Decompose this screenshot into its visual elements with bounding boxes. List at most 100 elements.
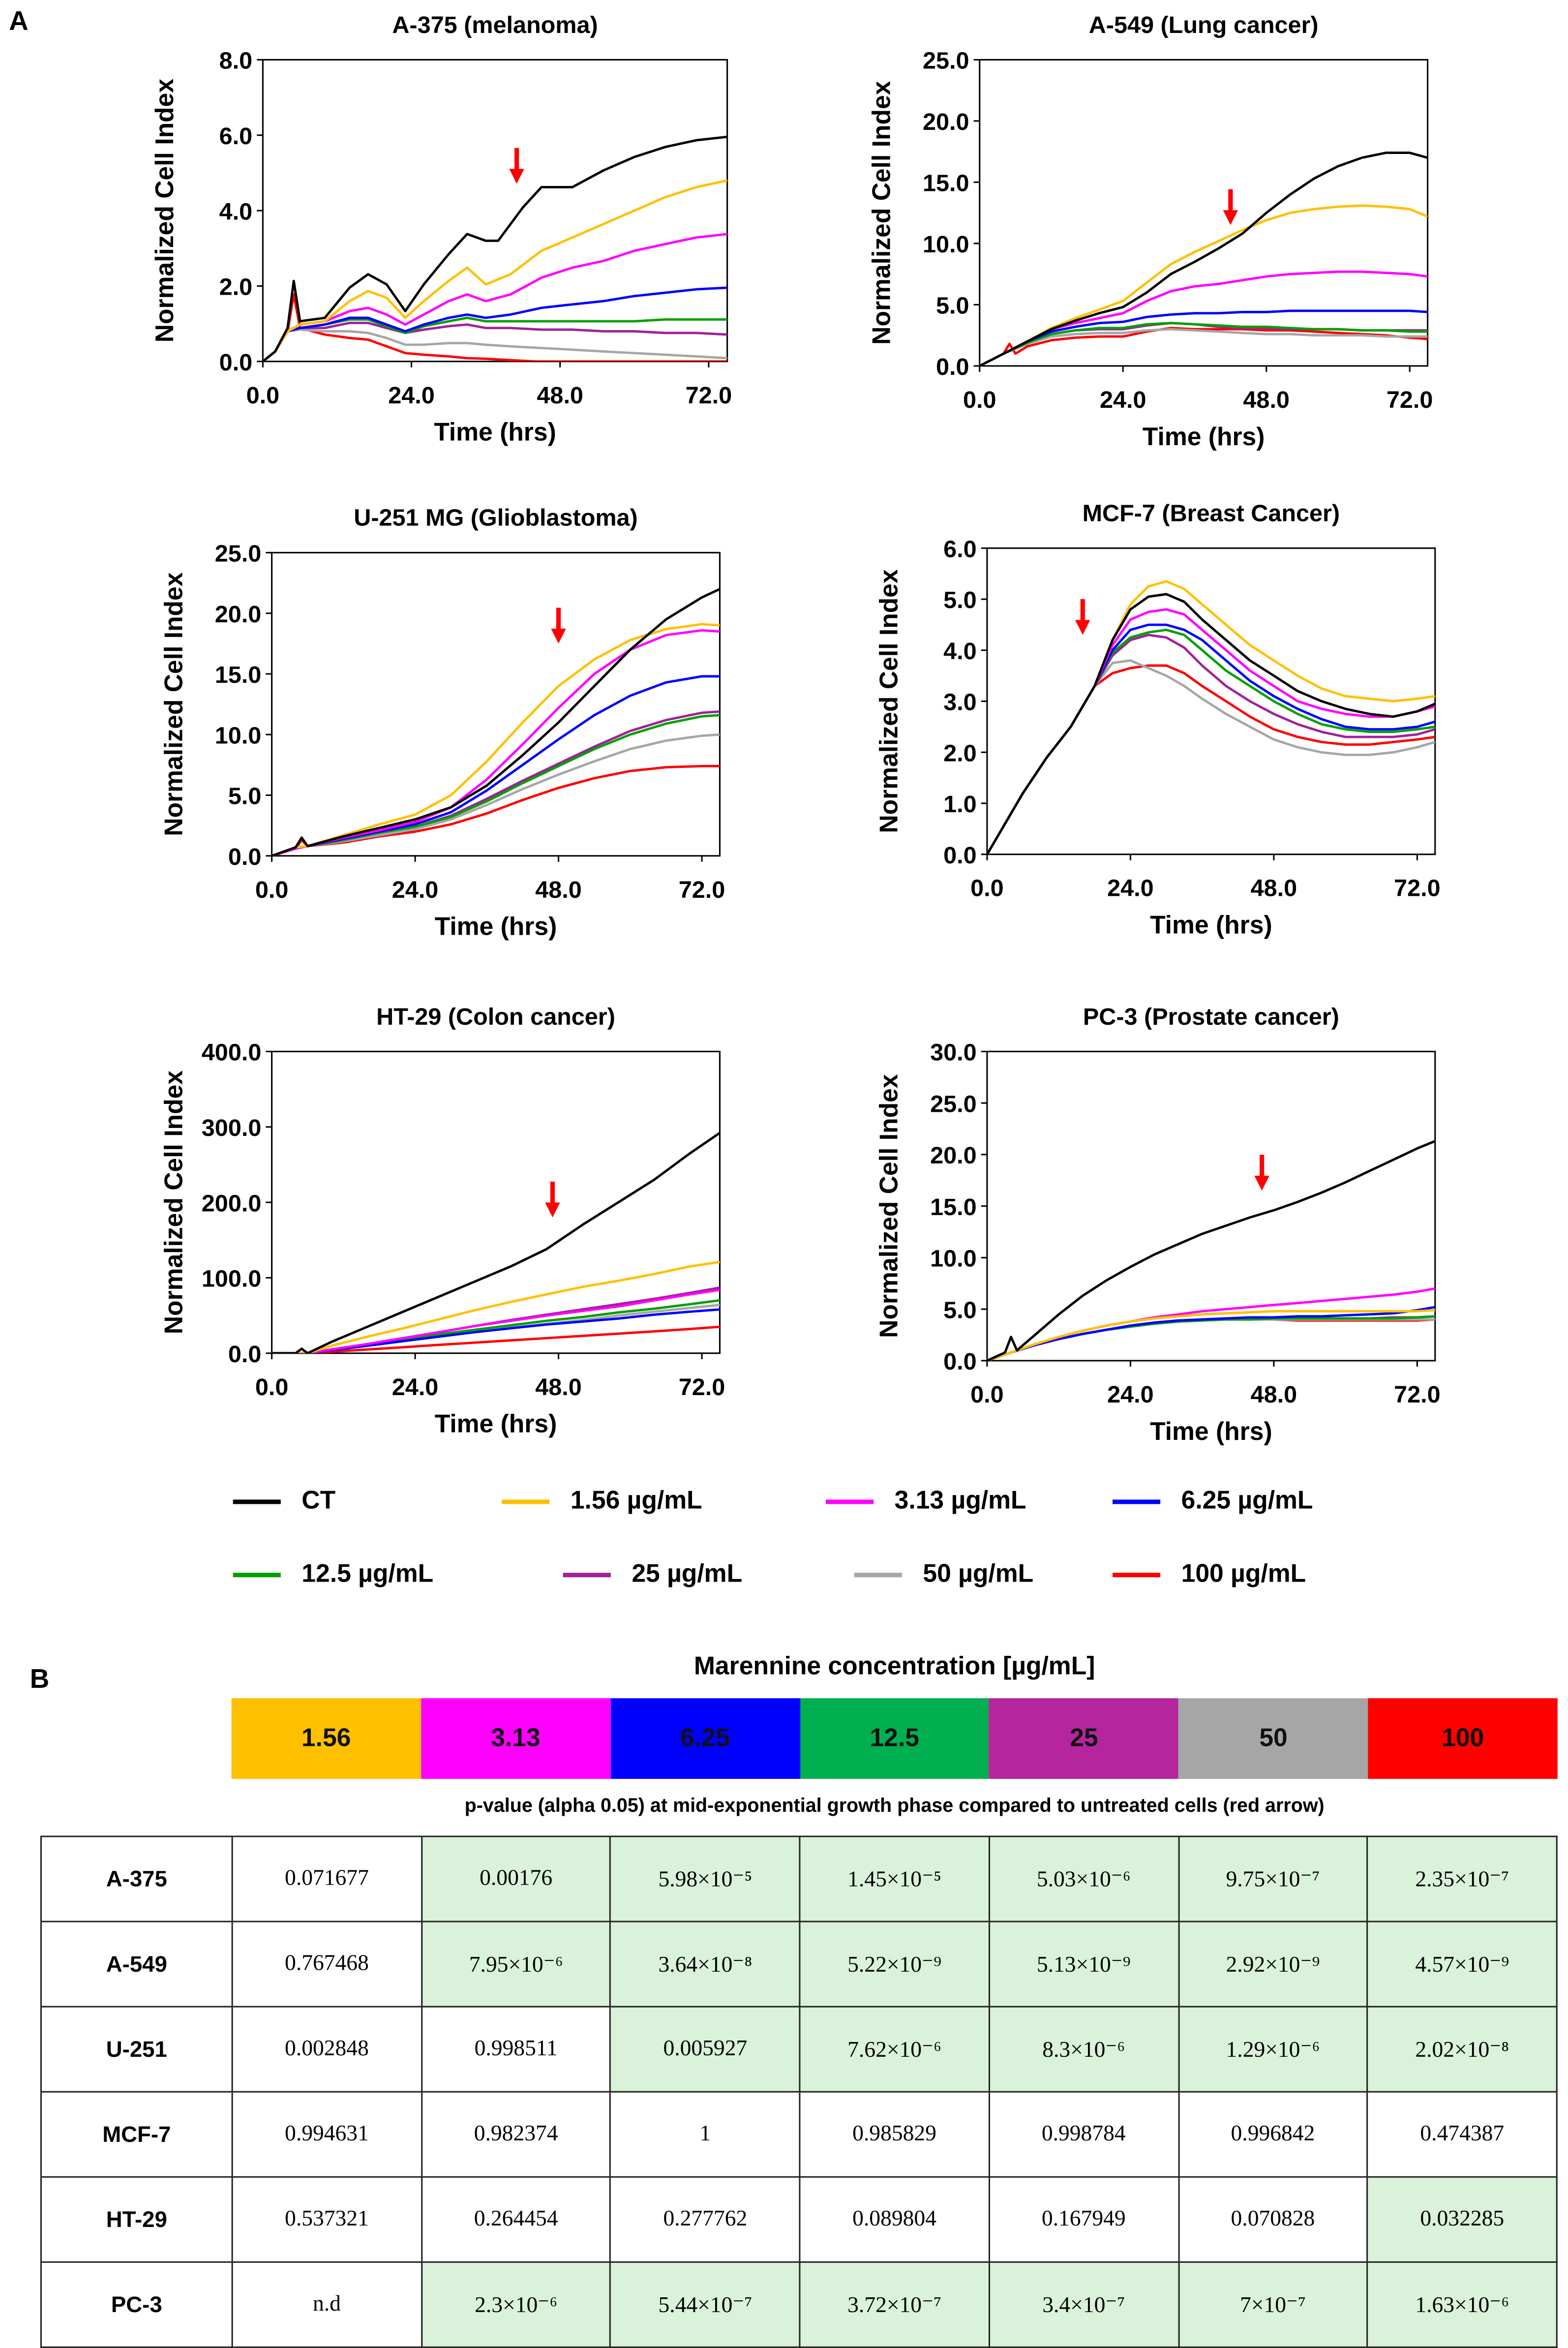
pvalue-cell: 2.92×10⁻⁹ xyxy=(1177,1921,1368,2008)
red-arrow-icon xyxy=(545,1181,560,1218)
series-group xyxy=(979,152,1428,366)
pvalue-cell: 5.44×10⁻⁷ xyxy=(610,2261,801,2348)
x-tick-label: 72.0 xyxy=(1394,875,1441,902)
pvalue-cell: 0.070828 xyxy=(1177,2176,1368,2263)
x-tick-label: 0.0 xyxy=(255,1374,289,1401)
series-line xyxy=(987,593,1435,854)
concentration-cell: 100 xyxy=(1368,1698,1558,1779)
concentration-cell: 50 xyxy=(1178,1698,1368,1779)
plot-frame xyxy=(986,547,1436,855)
y-tick-label: 2.0 xyxy=(943,740,977,766)
series-line xyxy=(979,204,1428,366)
series-line xyxy=(263,293,727,362)
x-tick-label: 24.0 xyxy=(1107,1381,1154,1408)
pvalue-cell: 0.089804 xyxy=(799,2176,990,2263)
pvalue-cell: 4.57×10⁻⁹ xyxy=(1366,1921,1558,2008)
pvalue-cell: 0.071677 xyxy=(231,1835,422,1922)
x-tick-label: 0.0 xyxy=(255,877,289,903)
x-tick-label: 0.0 xyxy=(963,387,996,413)
red-arrow-icon xyxy=(1254,1155,1269,1191)
concentration-cell: 12.5 xyxy=(800,1698,990,1779)
x-tick-label: 0.0 xyxy=(970,875,1004,902)
series-line xyxy=(263,135,727,362)
pvalue-cell: 0.167949 xyxy=(988,2176,1179,2263)
panel-label-b: B xyxy=(30,1664,50,1694)
y-axis-label: Normalized Cell Index xyxy=(150,79,179,343)
pvalue-cell: 2.02×10⁻⁸ xyxy=(1366,2006,1558,2093)
pvalue-cell: 0.982374 xyxy=(421,2091,612,2178)
series-line xyxy=(271,675,720,856)
series-line xyxy=(987,664,1435,854)
legend-swatch xyxy=(1112,1572,1161,1577)
chart-6: PC-3 (Prostate cancer) 0.0 5.0 10.0 15.0 20.0… xyxy=(874,1004,1441,1445)
y-tick-label: 0.0 xyxy=(943,1348,977,1375)
legend-swatch xyxy=(563,1572,611,1577)
series-line xyxy=(987,1140,1435,1361)
red-arrow-icon xyxy=(509,148,524,184)
y-tick-label: 5.0 xyxy=(228,783,262,810)
legend-swatch xyxy=(1112,1498,1161,1503)
pvalue-cell: 0.264454 xyxy=(421,2176,612,2263)
concentration-color-bar: 1.56 3.13 6.25 12.5 25 50 100 xyxy=(231,1698,1558,1779)
y-tick-label: 0.0 xyxy=(219,349,253,376)
table-row: U-251 0.002848 0.998511 0.005927 7.62×10⁻⁶ 8.… xyxy=(40,2006,1558,2093)
y-tick-label: 200.0 xyxy=(202,1190,262,1217)
pvalue-cell: 0.998511 xyxy=(421,2006,612,2093)
pvalue-caption: p-value (alpha 0.05) at mid-exponential … xyxy=(464,1794,1325,1817)
series-group xyxy=(987,580,1435,854)
x-axis-label: Time (hrs) xyxy=(1143,422,1265,451)
chart-title: A-375 (melanoma) xyxy=(392,12,598,38)
pvalue-cell: 9.75×10⁻⁷ xyxy=(1177,1835,1368,1922)
series-line xyxy=(987,1287,1435,1361)
y-tick-label: 2.0 xyxy=(219,274,253,301)
pvalue-cell: n.d xyxy=(231,2261,422,2348)
series-line xyxy=(987,580,1435,854)
pvalue-cell: 0.985829 xyxy=(799,2091,990,2178)
legend-label: 100 µg/mL xyxy=(1181,1559,1306,1588)
red-arrow-icon xyxy=(551,608,566,644)
x-tick-label: 72.0 xyxy=(679,877,725,903)
y-tick-label: 10.0 xyxy=(215,722,262,749)
series-line xyxy=(987,1309,1435,1361)
concentration-cell: 6.25 xyxy=(610,1698,800,1779)
x-tick-label: 48.0 xyxy=(535,1374,582,1401)
y-tick-label: 4.0 xyxy=(943,638,977,665)
concentration-cell: 3.13 xyxy=(421,1698,610,1779)
pvalue-cell: 0.277762 xyxy=(610,2176,801,2263)
series-line xyxy=(263,321,727,362)
y-axis-label: Normalized Cell Index xyxy=(159,1070,187,1335)
y-tick-label: 10.0 xyxy=(930,1246,977,1272)
pvalue-cell: 2.35×10⁻⁷ xyxy=(1366,1835,1558,1922)
y-tick-label: 1.0 xyxy=(943,791,977,818)
pvalue-cell: 3.72×10⁻⁷ xyxy=(799,2261,990,2348)
y-tick-label: 15.0 xyxy=(923,170,969,197)
pvalue-cell: 0.005927 xyxy=(610,2006,801,2093)
y-tick-label: 0.0 xyxy=(936,354,969,380)
chart-title: MCF-7 (Breast Cancer) xyxy=(1083,500,1340,527)
x-tick-label: 72.0 xyxy=(686,382,732,409)
pvalue-cell: 0.767468 xyxy=(231,1921,422,2008)
y-tick-label: 30.0 xyxy=(930,1039,977,1066)
y-tick-label: 3.0 xyxy=(943,689,977,716)
table-row: PC-3 n.d 2.3×10⁻⁶ 5.44×10⁻⁷ 3.72×10⁻⁷ 3.4×10⁻… xyxy=(40,2261,1558,2348)
y-tick-label: 5.0 xyxy=(943,587,977,613)
legend-swatch xyxy=(502,1498,550,1503)
legend-label: 12.5 µg/mL xyxy=(302,1559,434,1588)
table-row: MCF-7 0.994631 0.982374 1 0.985829 0.998784 0.… xyxy=(40,2091,1558,2178)
legend-swatch xyxy=(826,1498,874,1503)
y-tick-label: 300.0 xyxy=(202,1115,262,1141)
series-line xyxy=(263,233,727,362)
y-tick-label: 15.0 xyxy=(215,662,262,688)
x-axis-label: Time (hrs) xyxy=(1150,1417,1272,1445)
pvalue-cell: 0.002848 xyxy=(231,2006,422,2093)
pvalue-cell: 5.98×10⁻⁵ xyxy=(610,1835,801,1922)
x-tick-label: 72.0 xyxy=(1387,387,1433,413)
y-tick-label: 400.0 xyxy=(202,1039,262,1066)
y-axis-label: Normalized Cell Index xyxy=(159,572,187,836)
charts-area: A-375 (melanoma) 0.0 2.0 4.0 6.0 8.0 0.0 24.0 48… xyxy=(150,12,1441,1445)
y-tick-label: 20.0 xyxy=(923,109,969,135)
panel-label-a: A xyxy=(9,6,29,36)
series-line xyxy=(979,309,1428,366)
x-tick-label: 72.0 xyxy=(1394,1381,1441,1408)
